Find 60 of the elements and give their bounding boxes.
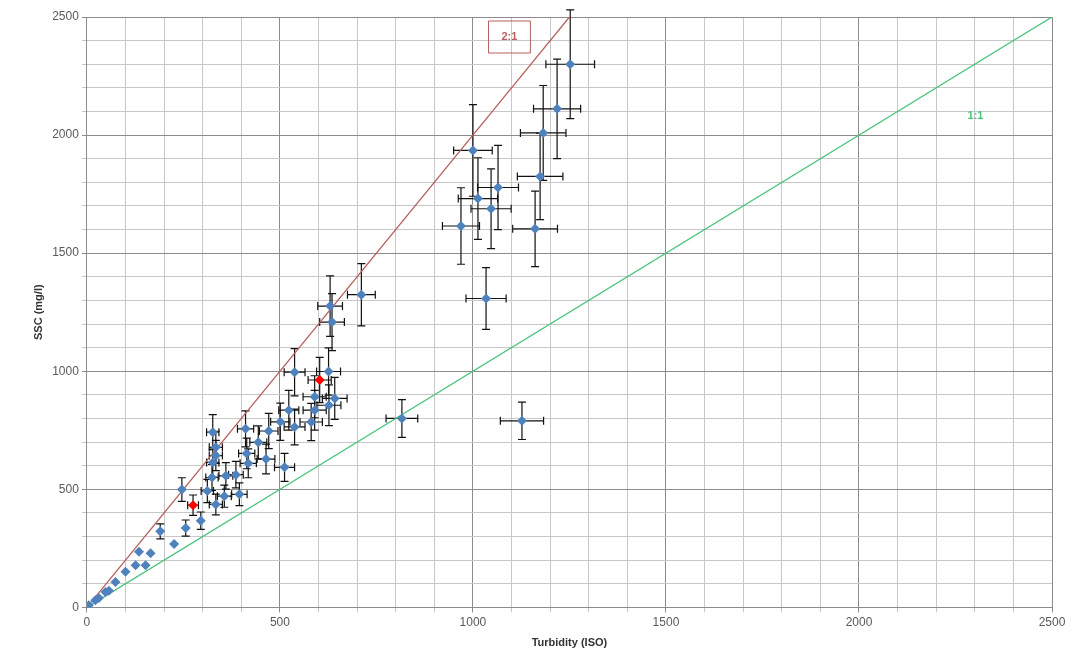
point [323,366,334,377]
point [279,462,290,473]
point [241,448,252,459]
point [289,367,300,378]
point [472,193,483,204]
point [565,59,576,70]
y-tick-label: 1000 [52,363,80,378]
x-tick-label: 500 [269,614,291,629]
point [253,437,264,448]
point [325,301,336,312]
point [180,523,191,534]
point [283,405,294,416]
point [356,289,367,300]
x-tick-label: 1000 [459,614,487,629]
y-tick-label: 2500 [52,9,80,24]
point [110,576,121,587]
point [169,539,180,550]
y-tick-label: 0 [72,599,80,614]
point [493,182,504,193]
point [309,391,320,402]
point [243,458,254,469]
text: 2:1 [501,30,518,43]
point [323,400,334,411]
point [240,423,251,434]
point [530,223,541,234]
point [145,548,156,559]
y-axis-title: SSC (mg/l) [31,284,44,341]
x-tick-label: 0 [83,614,91,629]
y-tick-label: 500 [58,481,80,496]
point [455,221,466,231]
point [396,413,407,424]
text: 1:1 [967,109,984,122]
x-tick-label: 2500 [1038,614,1066,629]
point [140,560,151,571]
point [120,566,131,577]
point [176,484,187,495]
point [309,405,320,416]
point [486,203,497,214]
point [134,546,145,557]
y-tick-label: 1500 [52,245,80,260]
x-axis-title: Turbidity (ISO) [531,636,608,649]
point [552,103,563,114]
y-tick-label: 2000 [52,127,80,142]
point [261,454,272,465]
point [306,417,317,428]
point [130,560,141,571]
point [329,393,340,404]
point [538,127,549,138]
point [263,425,274,436]
point [314,374,325,385]
point [195,515,206,526]
point [327,317,338,328]
x-tick-label: 2000 [845,614,873,629]
point [275,416,286,427]
point [289,421,300,432]
x-tick-label: 1500 [652,614,680,629]
point [516,415,527,426]
point [535,171,546,182]
point [467,145,478,156]
point [481,293,492,304]
